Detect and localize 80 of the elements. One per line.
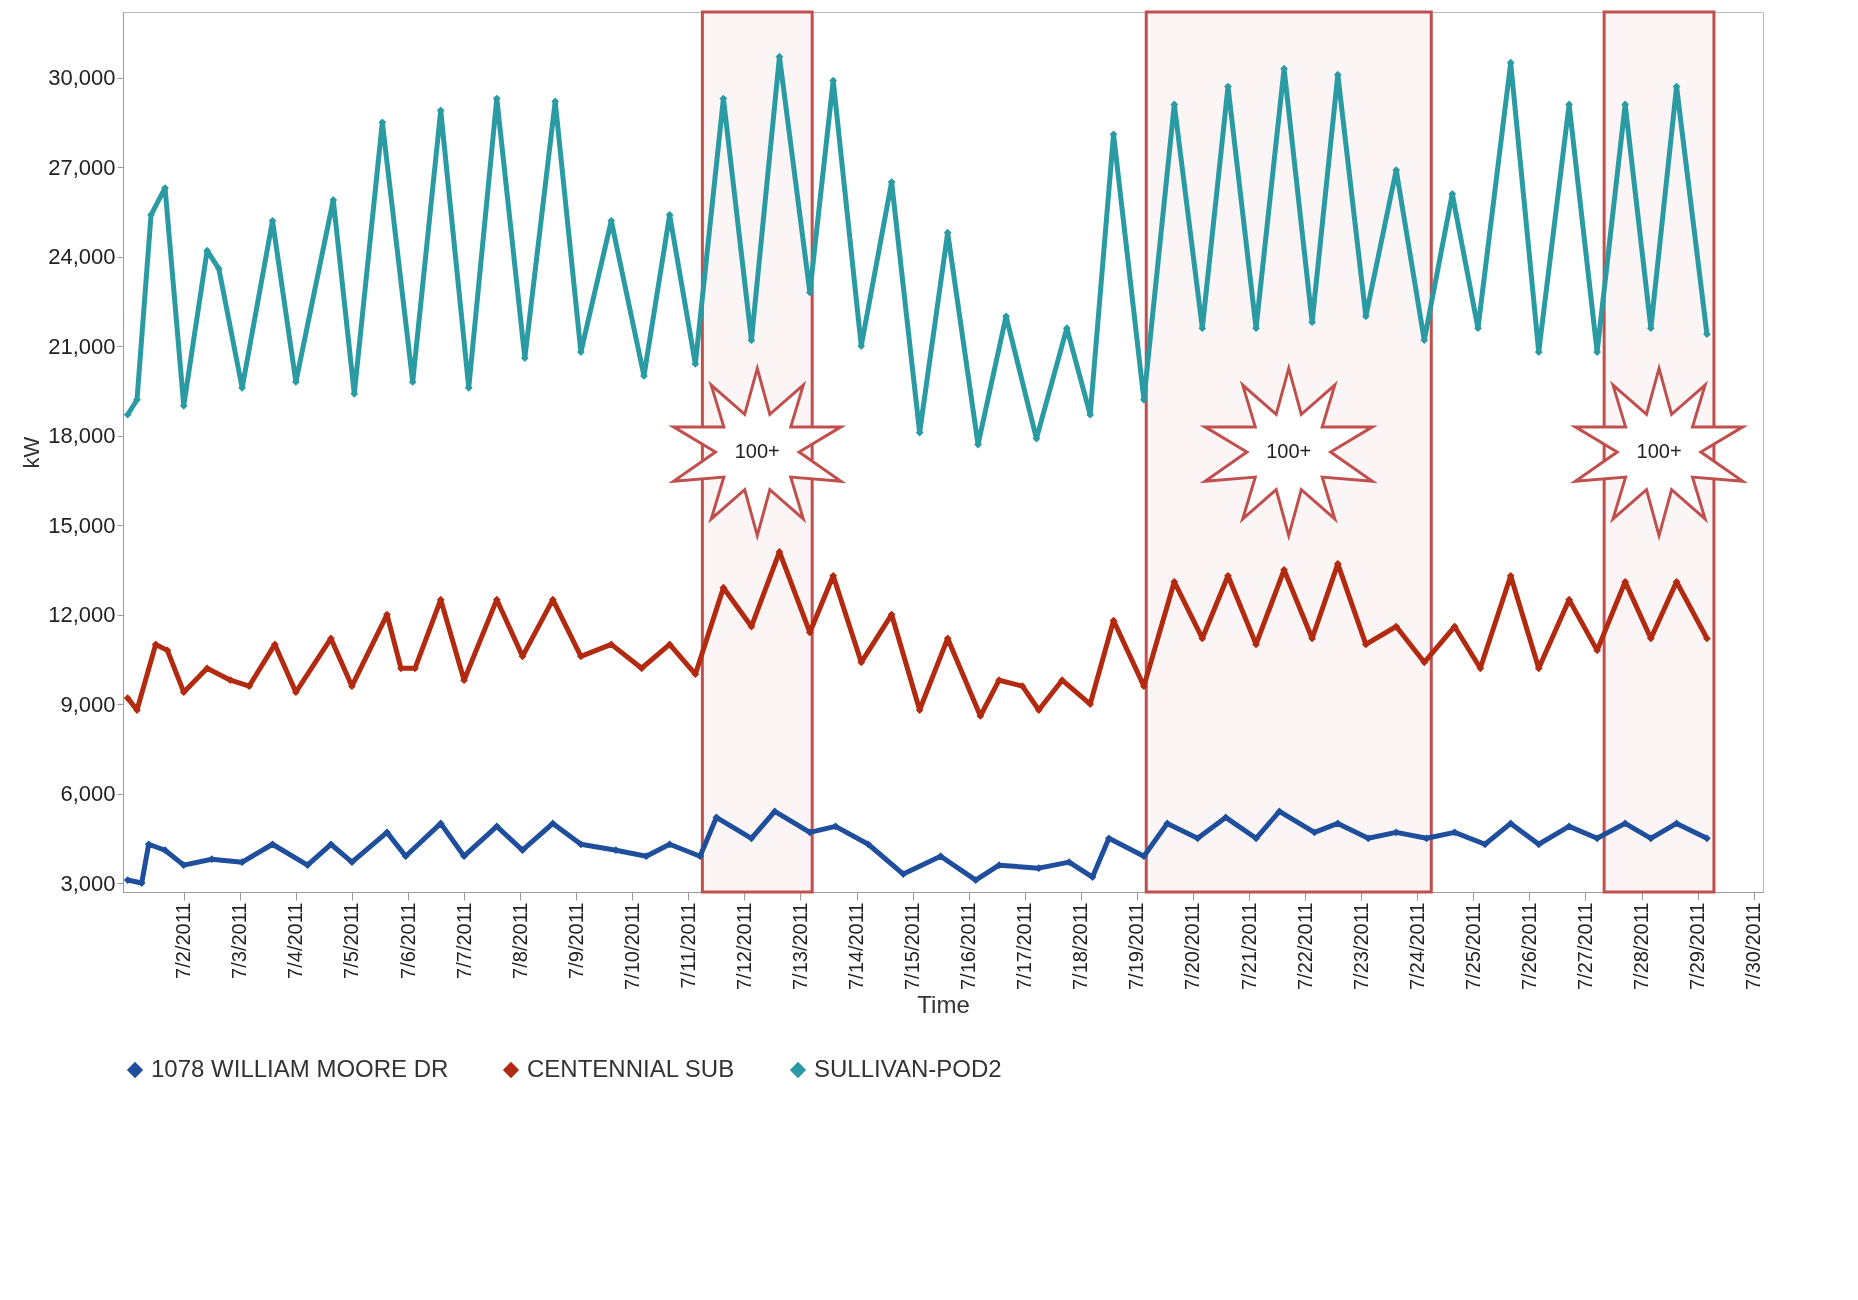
y-axis-title: kW	[19, 436, 45, 469]
point	[1593, 834, 1601, 843]
x-tick-label: 7/19/2011	[1125, 902, 1148, 990]
point	[665, 840, 674, 849]
x-tick-label: 7/14/2011	[845, 902, 868, 990]
point	[1534, 840, 1543, 849]
band-label: 100+	[734, 440, 780, 462]
point	[303, 861, 312, 870]
x-tick-label: 7/30/2011	[1742, 902, 1765, 990]
x-tick-label: 7/7/2011	[452, 902, 475, 979]
point	[460, 852, 468, 861]
point	[401, 852, 410, 861]
x-tick-label: 7/11/2011	[676, 902, 699, 989]
point	[268, 840, 277, 849]
band-label: 100+	[1266, 440, 1312, 462]
x-tick-label: 7/21/2011	[1237, 902, 1260, 990]
point	[1163, 819, 1172, 828]
point	[492, 822, 501, 831]
y-tick-label: 6,000	[60, 781, 116, 807]
point	[971, 876, 980, 884]
point	[1703, 834, 1711, 843]
y-tick-label: 3,000	[60, 870, 116, 896]
point	[1481, 840, 1489, 849]
x-tick-label: 7/16/2011	[957, 902, 980, 990]
x-tick-label: 7/24/2011	[1405, 902, 1428, 990]
x-tick-label: 7/3/2011	[228, 902, 251, 979]
point	[1221, 813, 1230, 822]
point	[1621, 819, 1630, 828]
legend-label: CENTENNIAL SUB	[527, 1055, 735, 1082]
x-tick-label: 7/22/2011	[1293, 902, 1316, 990]
x-tick-label: 7/12/2011	[732, 902, 755, 990]
legend-label: 1078 WILLIAM MOORE DR	[151, 1055, 449, 1082]
legend-label: SULLIVAN-POD2	[814, 1055, 1002, 1082]
x-tick-label: 7/23/2011	[1349, 902, 1372, 990]
point	[1065, 858, 1074, 867]
x-tick-label: 7/25/2011	[1461, 902, 1484, 990]
x-tick-label: 7/29/2011	[1686, 902, 1709, 990]
point	[1252, 834, 1260, 843]
point	[1140, 852, 1148, 861]
x-tick-label: 7/9/2011	[564, 902, 587, 979]
y-tick-label: 27,000	[48, 154, 116, 180]
y-tick-label: 30,000	[48, 65, 116, 91]
point	[327, 840, 335, 849]
x-tick-label: 7/5/2011	[340, 902, 363, 979]
x-tick-label: 7/8/2011	[508, 902, 531, 979]
point	[747, 834, 756, 843]
point	[383, 828, 391, 837]
point	[1506, 819, 1515, 828]
y-tick-label: 21,000	[48, 333, 116, 359]
x-axis-title: Time	[917, 990, 970, 1018]
y-tick-label: 18,000	[48, 423, 116, 449]
x-tick-label: 7/28/2011	[1630, 902, 1653, 990]
x-tick-label: 7/20/2011	[1181, 902, 1204, 990]
point	[161, 846, 169, 855]
band-label: 100+	[1636, 440, 1682, 462]
point	[1275, 807, 1284, 816]
x-tick-label: 7/15/2011	[901, 902, 924, 990]
point	[548, 819, 557, 828]
x-tick-label: 7/6/2011	[396, 902, 419, 979]
point	[770, 807, 779, 816]
x-tick-label: 7/17/2011	[1013, 902, 1036, 990]
x-tick-label: 7/27/2011	[1573, 902, 1596, 990]
y-tick-label: 9,000	[60, 691, 116, 717]
x-tick-label: 7/4/2011	[284, 902, 307, 979]
point	[123, 410, 132, 419]
x-tick-label: 7/10/2011	[620, 902, 643, 990]
x-tick-label: 7/26/2011	[1517, 902, 1540, 990]
x-tick-label: 7/13/2011	[788, 902, 811, 990]
point	[864, 840, 873, 849]
point	[518, 846, 527, 855]
y-tick-label: 24,000	[48, 244, 116, 270]
y-tick-label: 12,000	[48, 602, 116, 628]
point	[1672, 819, 1681, 828]
x-tick-label: 7/2/2011	[172, 902, 195, 979]
point	[1646, 834, 1655, 843]
y-tick-label: 15,000	[48, 512, 116, 538]
point	[1193, 834, 1202, 843]
point	[348, 858, 356, 867]
x-tick-label: 7/18/2011	[1069, 902, 1092, 990]
point	[1565, 822, 1573, 831]
